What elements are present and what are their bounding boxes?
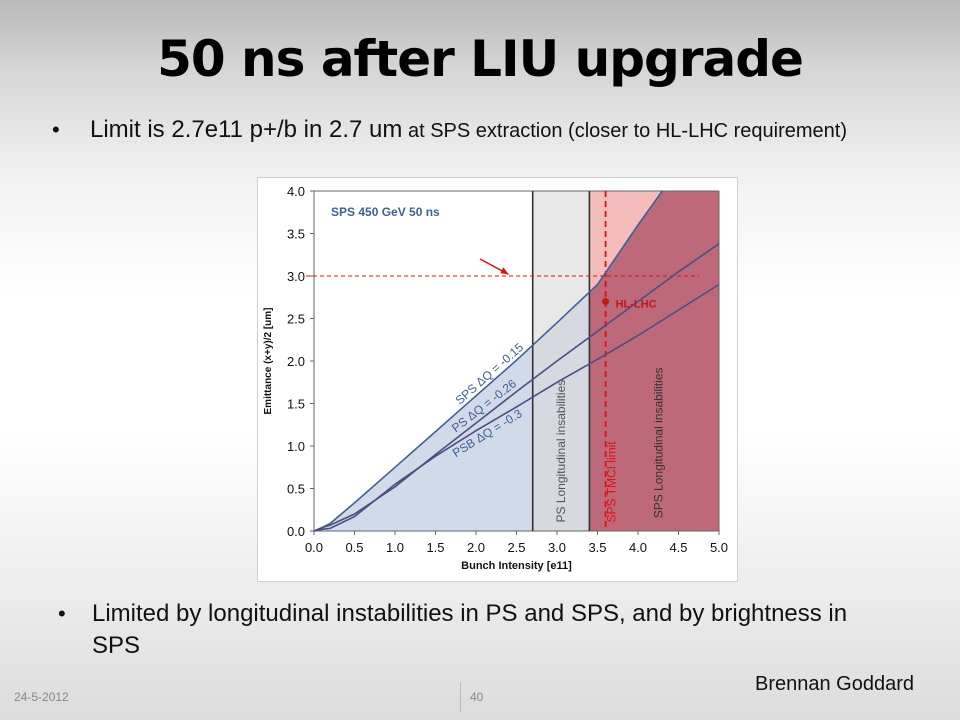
- x-tick-label: 0.0: [305, 540, 323, 555]
- author-name: Brennan Goddard: [755, 673, 915, 695]
- ps-longitudinal-band: [532, 191, 590, 531]
- x-tick-label: 4.5: [669, 540, 687, 555]
- hl-lhc-point: [602, 298, 610, 305]
- bullet-limit-main: Limit is 2.7e11 p+/b in 2.7 um: [90, 116, 403, 143]
- sps-longitudinal-label: SPS Longitudinal insabilities: [651, 368, 665, 519]
- series-line-1: [313, 243, 720, 532]
- x-tick-label: 0.5: [345, 540, 363, 555]
- y-tick-label: 4.0: [287, 184, 305, 199]
- chart-panel: 0.0 0.5 1.0 1.5 2.0 2.5 3.0 3.5 4.0 4.5 5.0 0.0 0.5 1…: [257, 177, 738, 582]
- slide-title: 50 ns after LIU upgrade: [157, 30, 804, 88]
- y-tick-label: 2.5: [287, 312, 305, 327]
- bullet-limited: • Limited by longitudinal instabilities …: [58, 598, 878, 662]
- chart-title: SPS 450 GeV 50 ns: [331, 205, 440, 219]
- bullet-dot: •: [58, 601, 66, 626]
- x-tick-label: 2.0: [467, 540, 485, 555]
- bullet-limited-text: Limited by longitudinal instabilities in…: [92, 600, 848, 659]
- x-axis-label: Bunch Intensity [e11]: [461, 560, 572, 572]
- x-tick-label: 3.0: [548, 540, 566, 555]
- series-line-2: [313, 283, 720, 532]
- y-tick-label: 1.0: [287, 439, 305, 454]
- page-number: 40: [470, 690, 484, 704]
- y-tick-label: 3.0: [287, 269, 305, 284]
- bullet-limit-text: Limit is 2.7e11 p+/b in 2.7 um at SPS ex…: [90, 114, 892, 147]
- bullet-limit-rest: at SPS extraction (closer to HL-LHC requ…: [402, 120, 848, 142]
- series-line-0: [313, 190, 663, 532]
- x-tick-label: 2.5: [507, 540, 525, 555]
- y-tick-label: 1.5: [287, 397, 305, 412]
- slide-date: 24-5-2012: [14, 690, 69, 704]
- x-tick-label: 1.0: [386, 540, 404, 555]
- x-tick-label: 3.5: [588, 540, 606, 555]
- y-tick-label: 0.0: [287, 524, 305, 539]
- y-tick-label: 0.5: [287, 482, 305, 497]
- ps-longitudinal-label: PS Longitudinal insabilities: [554, 380, 568, 523]
- x-tick-label: 5.0: [710, 540, 728, 555]
- y-tick-label: 3.5: [287, 227, 305, 242]
- arrow-head: [500, 267, 509, 275]
- bullet-limit: • Limit is 2.7e11 p+/b in 2.7 um at SPS …: [52, 114, 892, 147]
- x-tick-label: 4.0: [629, 540, 647, 555]
- x-tick-label: 1.5: [426, 540, 444, 555]
- y-axis-label: Emittance (x+y)/2 [um]: [263, 308, 274, 415]
- sps-tmci-label: SPS TMCI limit: [604, 441, 618, 523]
- footer-divider: [460, 682, 461, 712]
- hl-lhc-label: HL-LHC: [616, 299, 657, 311]
- allowed-region: [314, 292, 590, 531]
- bullet-dot: •: [52, 117, 60, 142]
- emittance-chart: 0.0 0.5 1.0 1.5 2.0 2.5 3.0 3.5 4.0 4.5 5.0 0.0 0.5 1…: [263, 184, 728, 572]
- y-tick-label: 2.0: [287, 354, 305, 369]
